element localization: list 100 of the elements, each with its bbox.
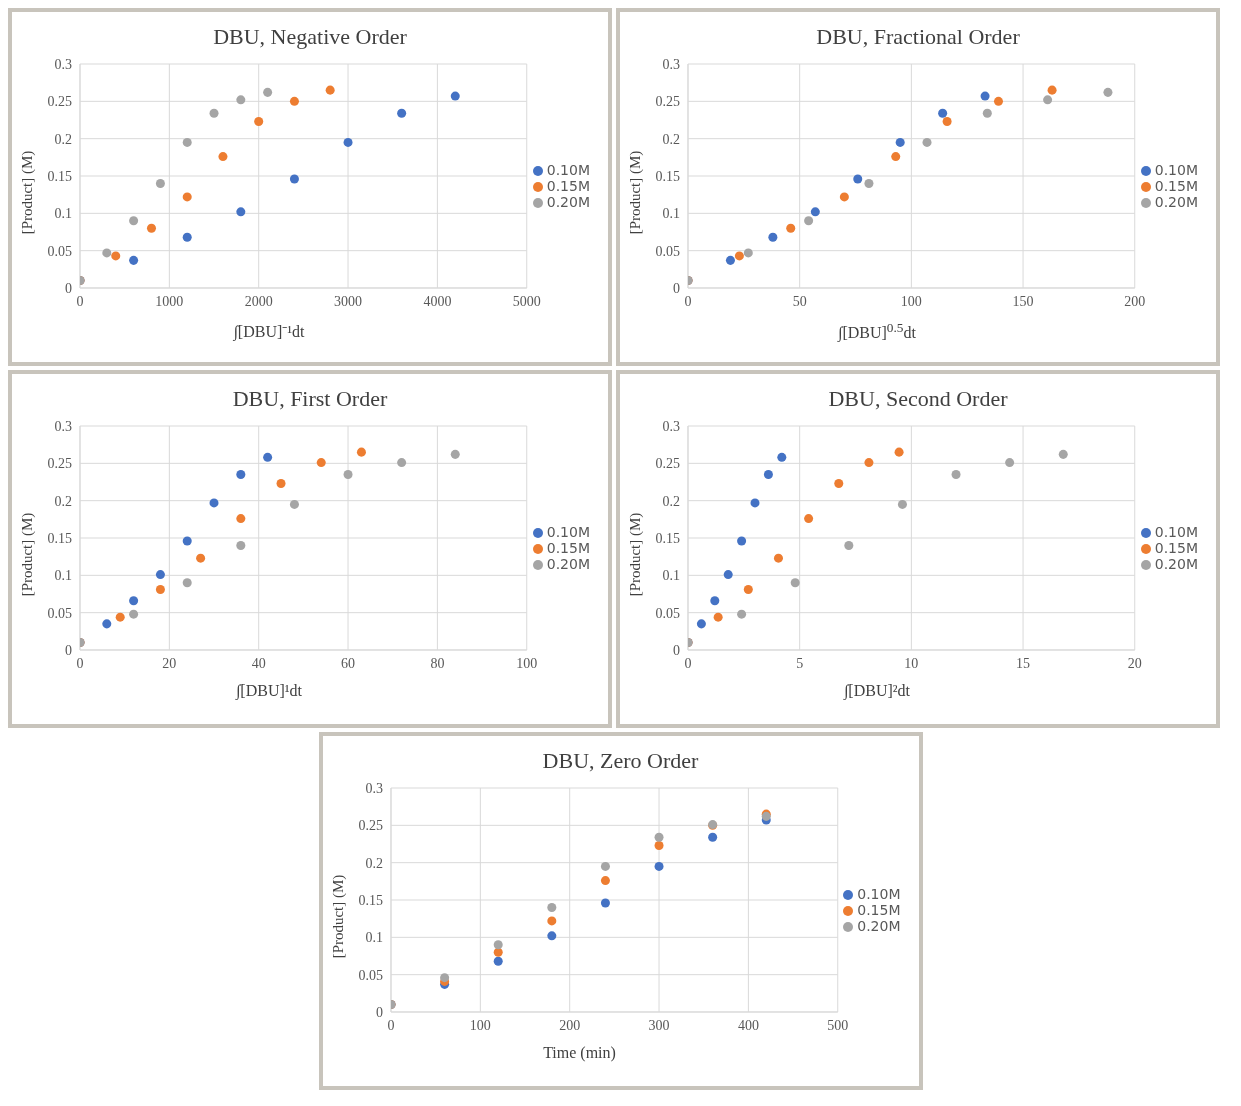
x-tick-label: 100: [900, 293, 922, 309]
point: [493, 947, 503, 957]
legend-label: 0.10M: [1154, 524, 1198, 540]
x-tick-label: 400: [737, 1017, 759, 1033]
point: [790, 578, 800, 588]
point: [654, 861, 664, 871]
point: [102, 248, 112, 258]
legend-label: 0.15M: [1154, 178, 1198, 194]
y-tick-label: 0.05: [47, 605, 72, 621]
y-tick-label: 0.25: [655, 94, 680, 110]
y-tick-label: 0: [673, 280, 680, 296]
point: [723, 570, 733, 580]
legend-label: 0.15M: [1154, 540, 1198, 556]
y-tick-label: 0: [65, 642, 72, 658]
point: [897, 499, 907, 509]
chart-title: DBU, Fractional Order: [815, 24, 1021, 51]
point: [289, 499, 299, 509]
x-tick-label: 15: [1016, 655, 1031, 671]
point: [922, 137, 932, 147]
point: [707, 832, 717, 842]
chart-title: DBU, Second Order: [827, 386, 1009, 413]
legend-label: 0.10M: [1154, 162, 1198, 178]
y-tick-label: 0.15: [655, 530, 680, 546]
point: [982, 108, 992, 118]
point: [546, 902, 556, 912]
point: [853, 174, 863, 184]
y-tick-label: 0.15: [47, 530, 72, 546]
x-axis-title: Time (min): [542, 1044, 617, 1062]
point: [654, 832, 664, 842]
point: [951, 470, 961, 480]
point: [102, 619, 112, 629]
point: [236, 95, 246, 105]
legend-label: 0.20M: [1154, 556, 1198, 572]
point: [777, 452, 787, 462]
x-tick-label: 80: [430, 655, 445, 671]
point: [600, 861, 610, 871]
legend-label: 0.10M: [546, 162, 590, 178]
y-tick-label: 0: [673, 642, 680, 658]
chart-title: DBU, First Order: [231, 386, 389, 413]
y-tick-label: 0.15: [47, 168, 72, 184]
x-tick-label: 5000: [512, 293, 541, 309]
x-tick-label: 40: [251, 655, 266, 671]
point: [356, 447, 366, 457]
point: [263, 452, 273, 462]
point: [786, 223, 796, 233]
legend-label: 0.10M: [546, 524, 590, 540]
legend-label: 0.15M: [546, 178, 590, 194]
point: [289, 96, 299, 106]
y-tick-label: 0.15: [358, 892, 383, 908]
x-tick-label: 5: [796, 655, 804, 671]
y-tick-label: 0.2: [662, 131, 680, 147]
point: [155, 570, 165, 580]
x-tick-label: 0: [76, 293, 84, 309]
point: [864, 458, 874, 468]
point: [1103, 87, 1113, 97]
y-tick-label: 0.2: [365, 855, 383, 871]
point: [743, 248, 753, 258]
point: [155, 178, 165, 188]
point: [182, 536, 192, 546]
point: [218, 152, 228, 162]
y-tick-label: 0.25: [47, 456, 72, 472]
point: [894, 447, 904, 457]
point: [182, 192, 192, 202]
point: [236, 470, 246, 480]
point: [276, 478, 286, 488]
point: [316, 458, 326, 468]
point: [737, 536, 747, 546]
point: [810, 207, 820, 217]
y-tick-label: 0.05: [655, 605, 680, 621]
point: [196, 553, 206, 563]
point: [600, 898, 610, 908]
y-tick-label: 0.2: [54, 493, 72, 509]
legend-label: 0.15M: [546, 540, 590, 556]
x-tick-label: 0: [684, 293, 692, 309]
x-tick-label: 200: [558, 1017, 580, 1033]
y-axis-title: [Product] (M): [627, 512, 645, 596]
point: [129, 609, 139, 619]
y-tick-label: 0.1: [662, 206, 680, 222]
point: [343, 470, 353, 480]
point: [546, 931, 556, 941]
y-tick-label: 0.3: [54, 418, 72, 434]
point: [743, 585, 753, 595]
point: [891, 152, 901, 162]
y-tick-label: 0.1: [54, 568, 72, 584]
point: [804, 514, 814, 524]
x-tick-label: 20: [1127, 655, 1142, 671]
point: [129, 255, 139, 265]
point: [397, 458, 407, 468]
x-tick-label: 0: [76, 655, 84, 671]
y-tick-label: 0.05: [655, 243, 680, 259]
point: [737, 609, 747, 619]
point: [546, 916, 556, 926]
point: [493, 956, 503, 966]
chart-title: DBU, Zero Order: [541, 748, 700, 775]
y-tick-label: 0.15: [655, 168, 680, 184]
point: [773, 553, 783, 563]
point: [182, 137, 192, 147]
y-tick-label: 0.1: [54, 206, 72, 222]
x-tick-label: 2000: [244, 293, 273, 309]
point: [864, 178, 874, 188]
